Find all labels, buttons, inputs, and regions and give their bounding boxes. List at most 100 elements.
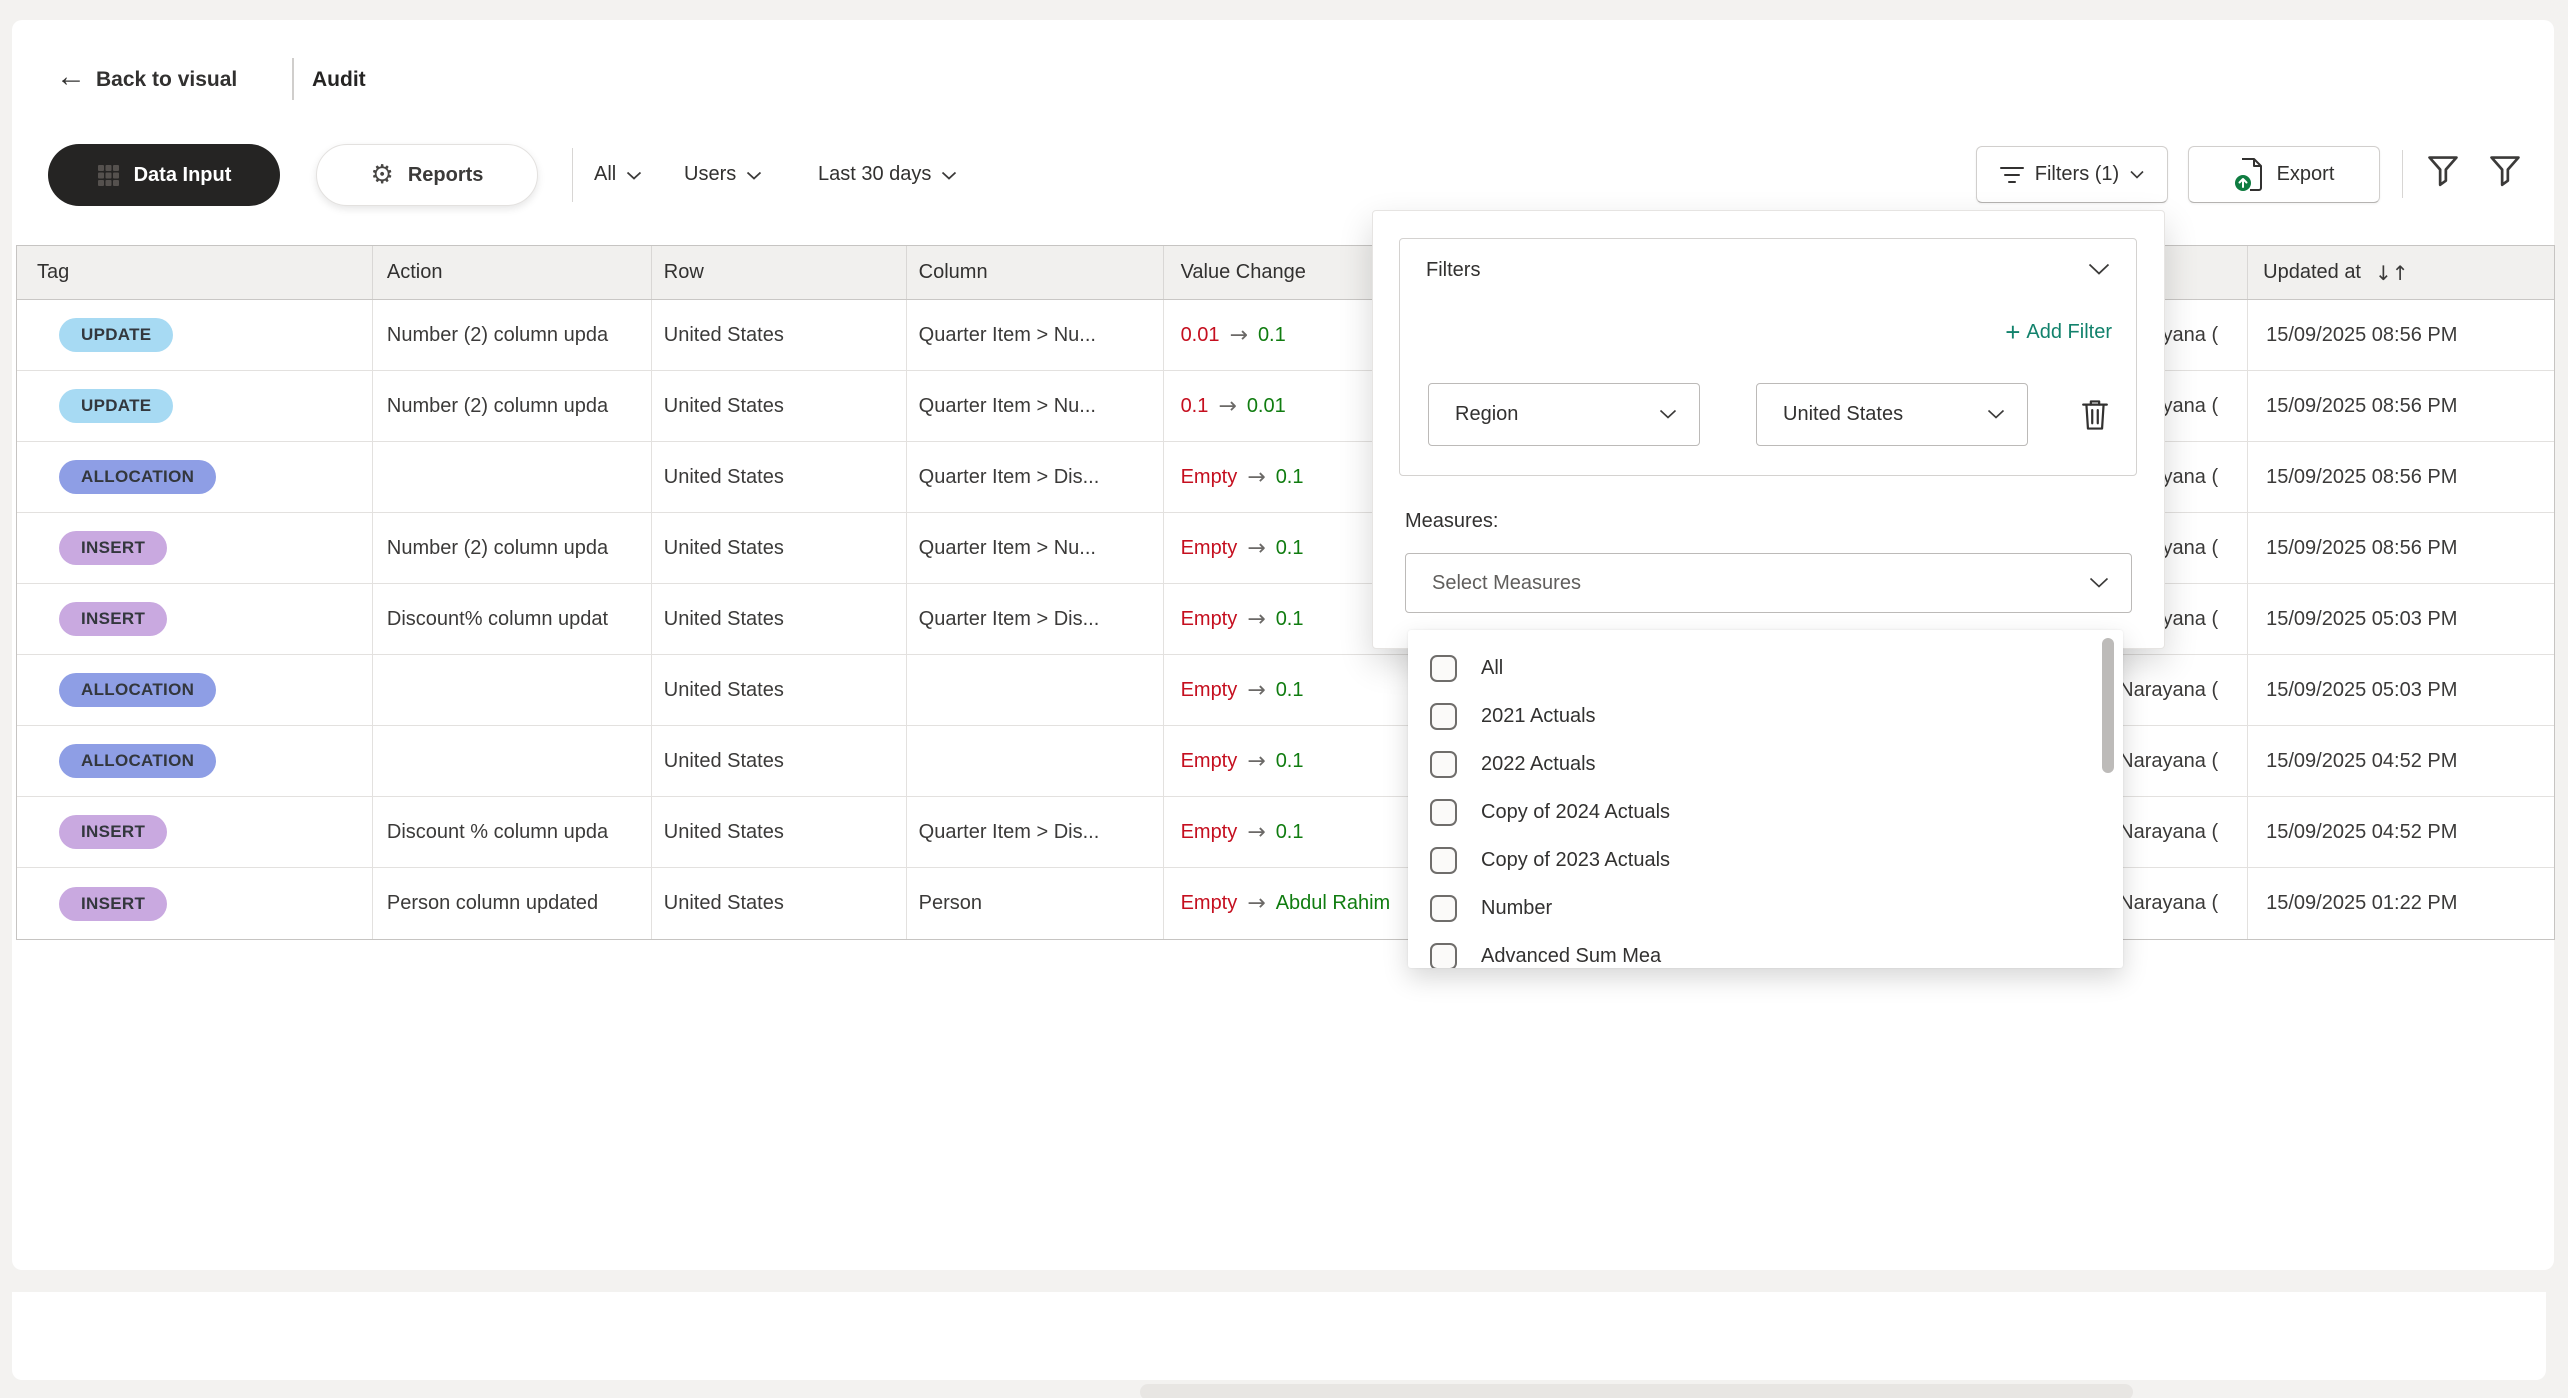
tag-badge: INSERT (59, 887, 167, 921)
tag-cell: ALLOCATION (17, 726, 373, 796)
delete-filter-trash-icon[interactable] (2078, 397, 2112, 433)
horizontal-scrollbar-thumb[interactable] (1140, 1384, 2133, 1398)
data-input-label: Data Input (134, 164, 232, 187)
measure-option[interactable]: Advanced Sum Mea (1408, 932, 2123, 968)
measure-option[interactable]: 2021 Actuals (1408, 692, 2123, 740)
users-dropdown[interactable]: Users (684, 156, 762, 192)
new-value: 0.1 (1276, 466, 1304, 489)
new-value: Abdul Rahim (1276, 892, 1391, 915)
chevron-down-icon (1987, 409, 2005, 420)
updated-at-cell: 15/09/2025 01:22 PM (2248, 868, 2554, 939)
measure-option-label: Advanced Sum Mea (1481, 945, 1661, 968)
new-value: 0.1 (1276, 750, 1304, 773)
audit-table: TagActionRowColumnValue ChangeUpdated at… (16, 245, 2555, 940)
measure-option-label: 2022 Actuals (1481, 753, 1596, 776)
add-filter-button[interactable]: + Add Filter (2005, 319, 2112, 345)
date-range-label: Last 30 days (818, 163, 931, 186)
tag-badge: ALLOCATION (59, 673, 216, 707)
action-cell (373, 726, 652, 796)
funnel-icon-2[interactable] (2486, 152, 2524, 190)
add-filter-label: Add Filter (2026, 321, 2112, 344)
tag-cell: INSERT (17, 797, 373, 867)
tag-badge: ALLOCATION (59, 744, 216, 778)
tag-cell: UPDATE (17, 371, 373, 441)
data-input-button[interactable]: Data Input (48, 144, 280, 206)
updated-by-cell: Narayana ( (2105, 797, 2248, 867)
column-header[interactable]: Updated at↓↑ (2248, 246, 2554, 299)
checkbox[interactable] (1430, 895, 1457, 922)
table-row[interactable]: INSERT Person column updated United Stat… (17, 868, 2554, 939)
old-value: Empty (1181, 608, 1238, 631)
select-measures-placeholder: Select Measures (1432, 572, 1581, 595)
column-header-label: Value Change (1181, 261, 1306, 284)
page-title: Audit (312, 68, 366, 92)
chevron-down-icon (626, 171, 642, 181)
row-cell: United States (652, 655, 907, 725)
action-cell: Discount% column updat (373, 584, 652, 654)
measure-option-label: Number (1481, 897, 1552, 920)
measure-option[interactable]: Copy of 2023 Actuals (1408, 836, 2123, 884)
collapse-chevron-icon[interactable] (2088, 263, 2110, 276)
checkbox[interactable] (1430, 847, 1457, 874)
table-row[interactable]: INSERT Discount% column updat United Sta… (17, 584, 2554, 655)
export-button-label: Export (2277, 163, 2335, 186)
row-cell: United States (652, 513, 907, 583)
select-measures-dropdown[interactable]: Select Measures (1405, 553, 2132, 613)
back-arrow-icon[interactable]: ← (56, 62, 86, 92)
measure-option-label: Copy of 2023 Actuals (1481, 849, 1670, 872)
measure-option[interactable]: All (1408, 644, 2123, 692)
tag-cell: ALLOCATION (17, 442, 373, 512)
measure-option[interactable]: Copy of 2024 Actuals (1408, 788, 2123, 836)
filters-button[interactable]: Filters (1) (1976, 146, 2168, 203)
sort-icon[interactable]: ↓↑ (2375, 261, 2409, 285)
export-button[interactable]: Export (2188, 146, 2380, 203)
measure-option[interactable]: 2022 Actuals (1408, 740, 2123, 788)
updated-at-cell: 15/09/2025 05:03 PM (2248, 655, 2554, 725)
checkbox[interactable] (1430, 655, 1457, 682)
scope-dropdown[interactable]: All (594, 156, 642, 192)
checkbox[interactable] (1430, 943, 1457, 969)
measures-list-panel: All 2021 Actuals 2022 Actuals Copy of 20… (1408, 630, 2123, 968)
table-row[interactable]: UPDATE Number (2) column upda United Sta… (17, 300, 2554, 371)
back-to-visual-link[interactable]: Back to visual (96, 68, 237, 92)
date-range-dropdown[interactable]: Last 30 days (818, 156, 957, 192)
measure-option-label: 2021 Actuals (1481, 705, 1596, 728)
row-cell: United States (652, 726, 907, 796)
column-header: Column (907, 246, 1164, 299)
measure-option[interactable]: Number (1408, 884, 2123, 932)
chevron-down-icon (746, 171, 762, 181)
arrow-right-icon: → (1247, 536, 1265, 561)
plus-icon: + (2005, 319, 2020, 345)
table-row[interactable]: ALLOCATION United States Empty → 0.1 Nar… (17, 726, 2554, 797)
tag-badge: INSERT (59, 531, 167, 565)
table-row[interactable]: INSERT Discount % column upda United Sta… (17, 797, 2554, 868)
updated-at-cell: 15/09/2025 08:56 PM (2248, 371, 2554, 441)
measure-option-label: All (1481, 657, 1503, 680)
arrow-right-icon: → (1247, 891, 1265, 916)
updated-by-cell: Narayana ( (2105, 655, 2248, 725)
measure-option-label: Copy of 2024 Actuals (1481, 801, 1670, 824)
action-cell: Number (2) column upda (373, 513, 652, 583)
tag-badge: UPDATE (59, 318, 173, 352)
tag-cell: UPDATE (17, 300, 373, 370)
action-cell (373, 442, 652, 512)
checkbox[interactable] (1430, 799, 1457, 826)
checkbox[interactable] (1430, 751, 1457, 778)
column-cell: Person (907, 868, 1164, 939)
filter-field-select[interactable]: Region (1428, 383, 1700, 446)
title-divider (292, 58, 294, 100)
filter-value-select[interactable]: United States (1756, 383, 2028, 446)
arrow-right-icon: → (1247, 749, 1265, 774)
tag-cell: INSERT (17, 584, 373, 654)
reports-button[interactable]: ⚙ Reports (316, 144, 538, 206)
table-row[interactable]: UPDATE Number (2) column upda United Sta… (17, 371, 2554, 442)
table-row[interactable]: ALLOCATION United States Empty → 0.1 Nar… (17, 655, 2554, 726)
new-value: 0.1 (1276, 608, 1304, 631)
checkbox[interactable] (1430, 703, 1457, 730)
table-row[interactable]: ALLOCATION United States Quarter Item > … (17, 442, 2554, 513)
funnel-icon[interactable] (2424, 152, 2462, 190)
updated-at-cell: 15/09/2025 08:56 PM (2248, 442, 2554, 512)
column-header-label: Tag (37, 261, 69, 284)
table-row[interactable]: INSERT Number (2) column upda United Sta… (17, 513, 2554, 584)
column-cell (907, 655, 1164, 725)
